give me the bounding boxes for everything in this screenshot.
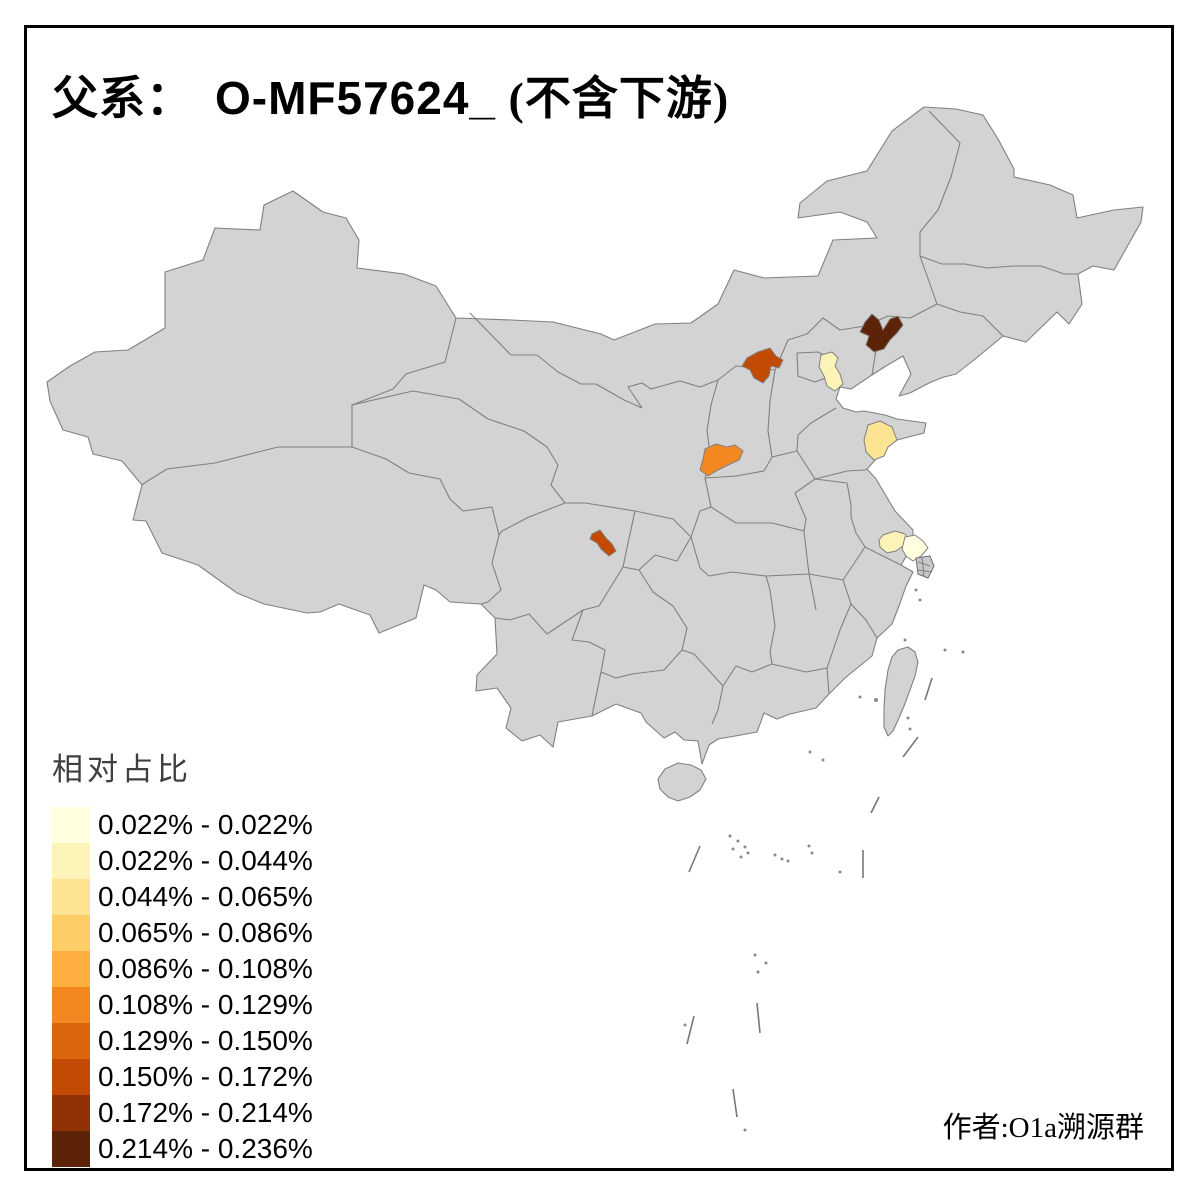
title-prefix: 父系： bbox=[52, 73, 193, 124]
legend-item: 0.086% - 0.108% bbox=[52, 951, 313, 987]
legend-label: 0.108% - 0.129% bbox=[98, 989, 313, 1020]
map-region-jiangsu-south-west bbox=[878, 530, 910, 554]
legend-swatch bbox=[52, 1023, 90, 1059]
legend-label: 0.044% - 0.065% bbox=[98, 881, 313, 912]
legend-item: 0.044% - 0.065% bbox=[52, 879, 313, 915]
legend-swatch bbox=[52, 1059, 90, 1095]
legend-item: 0.022% - 0.022% bbox=[52, 807, 313, 843]
legend-swatch bbox=[52, 987, 90, 1023]
legend-item: 0.214% - 0.236% bbox=[52, 1131, 313, 1167]
legend-swatch bbox=[52, 915, 90, 951]
legend-item: 0.108% - 0.129% bbox=[52, 987, 313, 1023]
china-mainland-shape bbox=[46, 106, 1144, 765]
legend-label: 0.129% - 0.150% bbox=[98, 1025, 313, 1056]
legend-label: 0.214% - 0.236% bbox=[98, 1133, 313, 1164]
legend-item: 0.065% - 0.086% bbox=[52, 915, 313, 951]
taiwan-island bbox=[883, 646, 919, 737]
legend-swatch bbox=[52, 807, 90, 843]
nine-dash-line bbox=[686, 677, 933, 1118]
legend-swatch bbox=[52, 879, 90, 915]
title-suffix: (不含下游) bbox=[496, 73, 730, 124]
map-region-hebei-northwest bbox=[741, 347, 784, 384]
legend-swatch bbox=[52, 843, 90, 879]
legend-label: 0.150% - 0.172% bbox=[98, 1061, 313, 1092]
legend-title: 相对占比 bbox=[52, 752, 192, 787]
legend-rows: 0.022% - 0.022% 0.022% - 0.044% 0.044% - 0… bbox=[52, 807, 313, 1167]
legend-label: 0.172% - 0.214% bbox=[98, 1097, 313, 1128]
legend-label: 0.022% - 0.044% bbox=[98, 845, 313, 876]
legend-swatch bbox=[52, 1095, 90, 1131]
map-region-shandong-east bbox=[863, 420, 898, 461]
map-region-shanxi-southwest bbox=[699, 443, 744, 477]
legend: 相对占比 0.022% - 0.022% 0.022% - 0.044% 0.044… bbox=[52, 744, 313, 1167]
sea-islets bbox=[683, 588, 965, 1132]
map-region-jiangsu-south-east bbox=[901, 534, 929, 562]
map-region-sichuan-central bbox=[589, 529, 617, 557]
page-title: 父系： O-MF57624_ (不含下游) bbox=[52, 62, 729, 128]
legend-swatch bbox=[52, 951, 90, 987]
province-borders bbox=[141, 110, 1078, 725]
map-region-liaoning-west bbox=[859, 313, 904, 353]
legend-item: 0.150% - 0.172% bbox=[52, 1059, 313, 1095]
map-region-tianjin bbox=[818, 351, 844, 392]
attribution: 作者:O1a溯源群 bbox=[942, 1112, 1144, 1144]
legend-label: 0.022% - 0.022% bbox=[98, 809, 313, 840]
hainan-island bbox=[657, 762, 707, 802]
legend-item: 0.129% - 0.150% bbox=[52, 1023, 313, 1059]
legend-label: 0.086% - 0.108% bbox=[98, 953, 313, 984]
legend-item: 0.022% - 0.044% bbox=[52, 843, 313, 879]
legend-swatch bbox=[52, 1131, 90, 1167]
legend-item: 0.172% - 0.214% bbox=[52, 1095, 313, 1131]
highlighted-regions bbox=[589, 313, 929, 562]
title-haplogroup-code: O-MF57624_ bbox=[215, 72, 497, 124]
legend-label: 0.065% - 0.086% bbox=[98, 917, 313, 948]
shanghai-cluster bbox=[915, 555, 935, 579]
